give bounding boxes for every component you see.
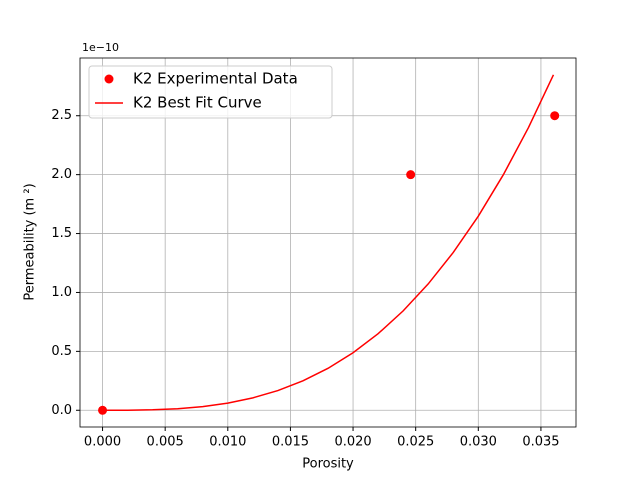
- data-point: [406, 170, 416, 180]
- x-tick-label: 0.005: [147, 435, 184, 450]
- y-tick-label: 2.5: [51, 108, 72, 123]
- y-tick-label: 2.0: [51, 167, 72, 182]
- x-tick-label: 0.015: [272, 435, 309, 450]
- y-tick-label: 0.5: [51, 344, 72, 359]
- x-tick-label: 0.030: [460, 435, 497, 450]
- y-tick-label: 0.0: [51, 403, 72, 418]
- x-axis-label: Porosity: [302, 457, 354, 472]
- x-tick-label: 0.010: [209, 435, 246, 450]
- legend-label: K2 Experimental Data: [133, 70, 298, 88]
- y-tick-label: 1.5: [51, 226, 72, 241]
- x-tick-label: 0.020: [334, 435, 371, 450]
- x-tick-label: 0.035: [522, 435, 559, 450]
- plot-frame: [79, 57, 577, 428]
- fit-line: [102, 74, 555, 412]
- data-point: [550, 111, 560, 121]
- x-tick-label: 0.000: [84, 435, 121, 450]
- legend-swatch: [104, 74, 114, 84]
- y-offset-label: 1e−10: [82, 41, 119, 54]
- y-axis-label: Permeability (m ²): [23, 183, 38, 300]
- y-tick-label: 1.0: [51, 285, 72, 300]
- legend-label: K2 Best Fit Curve: [133, 94, 262, 112]
- x-tick-label: 0.025: [397, 435, 434, 450]
- legend-box: [88, 65, 333, 119]
